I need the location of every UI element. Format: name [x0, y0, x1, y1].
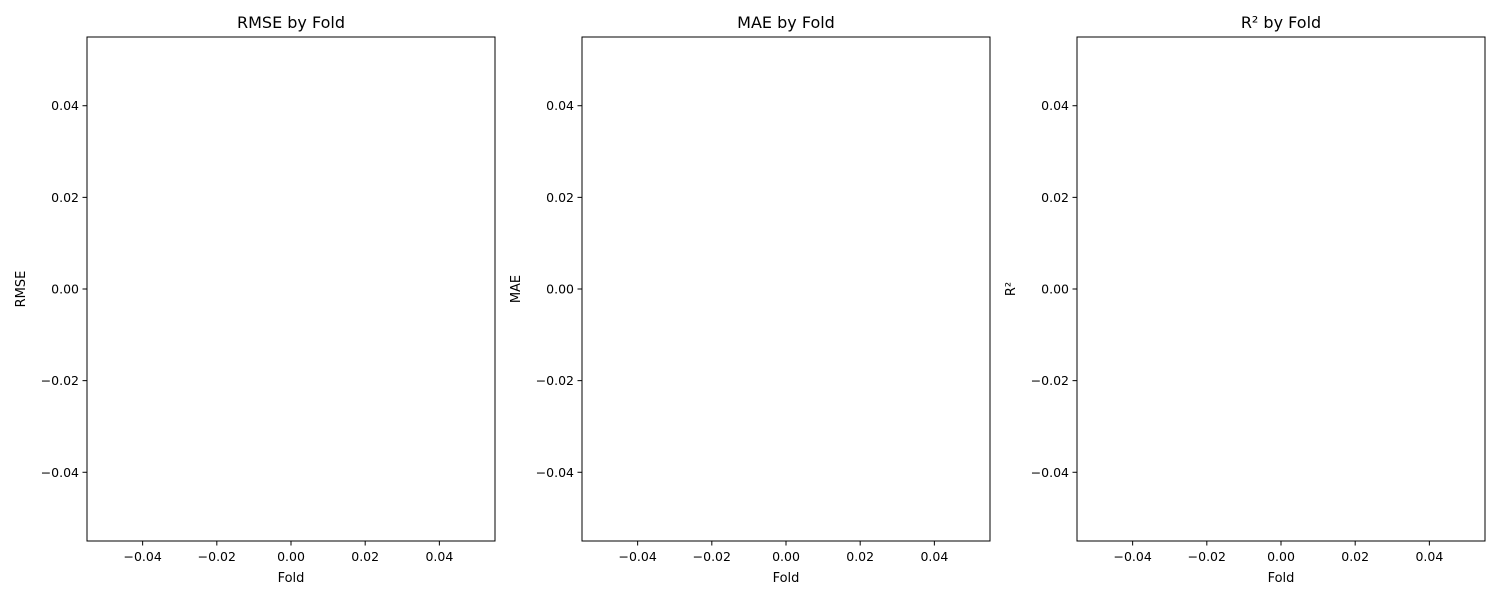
x-tick-label: −0.04 — [618, 549, 656, 564]
y-tick-label: 0.00 — [546, 282, 574, 297]
y-tick-label: 0.02 — [546, 190, 574, 205]
x-tick-label: 0.04 — [425, 549, 453, 564]
x-tick-label: −0.04 — [1113, 549, 1151, 564]
x-tick-label: −0.02 — [1188, 549, 1226, 564]
y-axis-label: R² — [1004, 282, 1019, 296]
y-axis-label: RMSE — [14, 271, 29, 308]
x-tick-label: 0.04 — [1415, 549, 1443, 564]
y-tick-label: 0.00 — [51, 282, 79, 297]
y-tick-label: −0.02 — [1031, 373, 1069, 388]
x-axis-label: Fold — [773, 571, 800, 586]
y-tick-label: −0.02 — [536, 373, 574, 388]
chart-panel-0: RMSE by Fold −0.04 −0.02 0.00 0.02 0.04 −0.04 −… — [14, 13, 496, 586]
x-tick-label: 0.00 — [277, 549, 305, 564]
x-tick-label: 0.00 — [772, 549, 800, 564]
y-tick-label: 0.02 — [1041, 190, 1069, 205]
y-tick-label: −0.04 — [41, 465, 79, 480]
x-tick-label: −0.02 — [693, 549, 731, 564]
y-tick-label: 0.00 — [1041, 282, 1069, 297]
chart-title: RMSE by Fold — [237, 13, 345, 32]
x-tick-label: 0.00 — [1267, 549, 1295, 564]
chart-panel-2: R² by Fold −0.04 −0.02 0.00 0.02 0.04 −0.04 −0.… — [1004, 13, 1486, 586]
y-tick-label: 0.02 — [51, 190, 79, 205]
chart-panel-1: MAE by Fold −0.04 −0.02 0.00 0.02 0.04 −0.04 −0… — [509, 13, 991, 586]
y-tick-label: 0.04 — [546, 98, 574, 113]
x-tick-label: 0.02 — [1341, 549, 1369, 564]
chart-title: R² by Fold — [1241, 13, 1321, 32]
x-tick-label: −0.02 — [198, 549, 236, 564]
y-axis-label: MAE — [509, 275, 524, 303]
x-tick-label: 0.02 — [351, 549, 379, 564]
x-axis-label: Fold — [278, 571, 305, 586]
y-tick-label: 0.04 — [51, 98, 79, 113]
chart-title: MAE by Fold — [737, 13, 835, 32]
y-tick-label: −0.04 — [536, 465, 574, 480]
y-tick-label: −0.04 — [1031, 465, 1069, 480]
x-tick-label: 0.02 — [846, 549, 874, 564]
x-tick-label: −0.04 — [123, 549, 161, 564]
x-tick-label: 0.04 — [920, 549, 948, 564]
x-axis-label: Fold — [1268, 571, 1295, 586]
y-tick-label: 0.04 — [1041, 98, 1069, 113]
y-tick-label: −0.02 — [41, 373, 79, 388]
